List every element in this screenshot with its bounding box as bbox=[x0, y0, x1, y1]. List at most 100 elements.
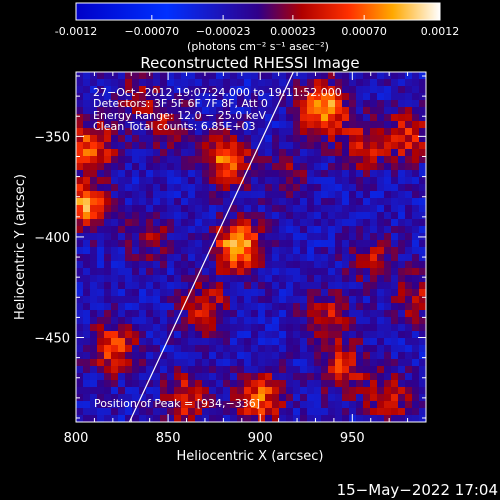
heatmap-cell bbox=[223, 415, 231, 422]
heatmap-cell bbox=[342, 170, 350, 178]
heatmap-cell bbox=[90, 289, 98, 297]
heatmap-cell bbox=[398, 268, 406, 276]
y-tick-label: −450 bbox=[34, 332, 70, 347]
heatmap-cell bbox=[419, 268, 426, 276]
heatmap-cell bbox=[125, 226, 133, 234]
heatmap-cell bbox=[419, 163, 426, 171]
heatmap-cell bbox=[412, 338, 420, 346]
heatmap-cell bbox=[412, 401, 420, 409]
heatmap-cell bbox=[321, 79, 329, 87]
heatmap-cell bbox=[419, 107, 426, 115]
heatmap-cell bbox=[307, 114, 315, 122]
heatmap-cell bbox=[272, 254, 280, 262]
heatmap-cell bbox=[405, 135, 413, 143]
heatmap-cell bbox=[286, 100, 294, 108]
heatmap-cell bbox=[237, 373, 245, 381]
x-tick-label: 950 bbox=[340, 431, 365, 446]
heatmap-cell bbox=[104, 191, 112, 199]
heatmap-cell bbox=[335, 226, 343, 234]
heatmap-cell bbox=[83, 345, 91, 353]
heatmap-cell bbox=[83, 219, 91, 227]
heatmap-cell bbox=[272, 219, 280, 227]
heatmap-cell bbox=[405, 380, 413, 388]
heatmap-cell bbox=[230, 240, 238, 248]
heatmap-cell bbox=[188, 408, 196, 416]
heatmap-cell bbox=[314, 191, 322, 199]
heatmap-cell bbox=[251, 226, 259, 234]
heatmap-cell bbox=[97, 100, 105, 108]
heatmap-cell bbox=[132, 212, 140, 220]
heatmap-cell bbox=[188, 303, 196, 311]
heatmap-cell bbox=[356, 163, 364, 171]
heatmap-cell bbox=[272, 268, 280, 276]
heatmap-cell bbox=[370, 394, 378, 402]
heatmap-cell bbox=[251, 219, 259, 227]
heatmap-cell bbox=[398, 310, 406, 318]
heatmap-cell bbox=[419, 156, 426, 164]
heatmap-cell bbox=[272, 86, 280, 94]
heatmap-cell bbox=[279, 86, 287, 94]
heatmap-cell bbox=[328, 303, 336, 311]
heatmap-cell bbox=[314, 331, 322, 339]
heatmap-cell bbox=[83, 373, 91, 381]
heatmap-cell bbox=[181, 170, 189, 178]
heatmap-cell bbox=[300, 226, 308, 234]
heatmap-cell bbox=[356, 275, 364, 283]
heatmap-cell bbox=[216, 72, 224, 80]
heatmap-cell bbox=[174, 107, 182, 115]
heatmap-cell bbox=[76, 93, 84, 101]
heatmap-cell bbox=[328, 149, 336, 157]
heatmap-cell bbox=[237, 135, 245, 143]
heatmap-cell bbox=[237, 191, 245, 199]
heatmap-cell bbox=[83, 254, 91, 262]
heatmap-cell bbox=[125, 289, 133, 297]
heatmap-cell bbox=[125, 219, 133, 227]
heatmap-cell bbox=[342, 268, 350, 276]
heatmap-cell bbox=[363, 289, 371, 297]
heatmap-cell bbox=[76, 408, 84, 416]
heatmap-cell bbox=[300, 170, 308, 178]
heatmap-cell bbox=[251, 380, 259, 388]
heatmap-cell bbox=[328, 79, 336, 87]
heatmap-cell bbox=[195, 149, 203, 157]
heatmap-cell bbox=[230, 317, 238, 325]
heatmap-cell bbox=[293, 275, 301, 283]
heatmap-cell bbox=[216, 184, 224, 192]
heatmap-cell bbox=[139, 268, 147, 276]
heatmap-cell bbox=[258, 401, 266, 409]
heatmap-cell bbox=[370, 373, 378, 381]
heatmap-cell bbox=[76, 177, 84, 185]
heatmap-cell bbox=[398, 184, 406, 192]
heatmap-cell bbox=[139, 261, 147, 269]
heatmap-cell bbox=[181, 331, 189, 339]
heatmap-cell bbox=[335, 331, 343, 339]
heatmap-cell bbox=[244, 401, 252, 409]
heatmap-cell bbox=[188, 219, 196, 227]
heatmap-cell bbox=[412, 142, 420, 150]
heatmap-cell bbox=[97, 359, 105, 367]
heatmap-cell bbox=[230, 394, 238, 402]
heatmap-cell bbox=[286, 212, 294, 220]
heatmap-cell bbox=[321, 275, 329, 283]
heatmap-cell bbox=[363, 415, 371, 422]
heatmap-cell bbox=[363, 254, 371, 262]
heatmap-cell bbox=[118, 366, 126, 374]
heatmap-cell bbox=[139, 219, 147, 227]
heatmap-cell bbox=[251, 261, 259, 269]
heatmap-cell bbox=[293, 212, 301, 220]
heatmap-cell bbox=[202, 380, 210, 388]
heatmap-cell bbox=[146, 163, 154, 171]
heatmap-cell bbox=[153, 205, 161, 213]
heatmap-cell bbox=[356, 156, 364, 164]
heatmap-cell bbox=[146, 100, 154, 108]
heatmap-cell bbox=[356, 352, 364, 360]
heatmap-cell bbox=[398, 394, 406, 402]
heatmap-cell bbox=[328, 128, 336, 136]
heatmap-cell bbox=[237, 394, 245, 402]
heatmap-cell bbox=[349, 331, 357, 339]
heatmap-cell bbox=[307, 275, 315, 283]
heatmap-cell bbox=[286, 303, 294, 311]
x-tick-label: 800 bbox=[64, 431, 89, 446]
heatmap-cell bbox=[181, 401, 189, 409]
heatmap-cell bbox=[118, 198, 126, 206]
